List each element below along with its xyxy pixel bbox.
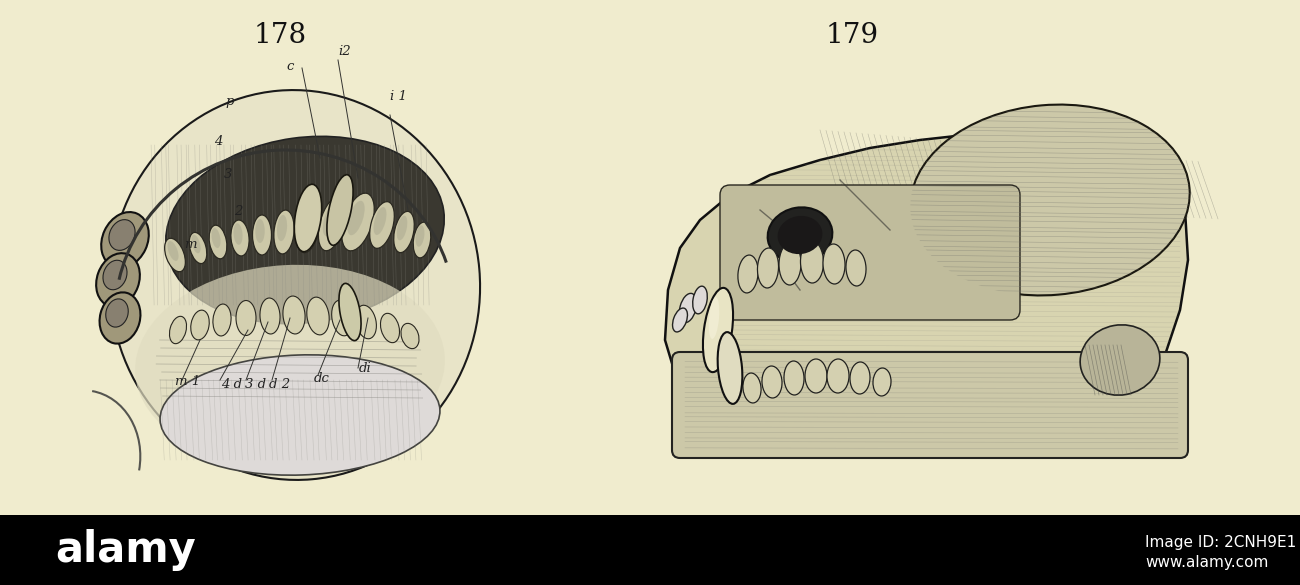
Ellipse shape (255, 219, 265, 243)
Ellipse shape (212, 228, 221, 248)
Polygon shape (666, 128, 1188, 455)
Ellipse shape (191, 310, 209, 340)
Text: 178: 178 (254, 22, 307, 49)
Ellipse shape (135, 265, 445, 465)
Ellipse shape (381, 314, 399, 343)
Ellipse shape (742, 373, 760, 403)
Ellipse shape (369, 202, 394, 249)
Ellipse shape (231, 220, 250, 256)
Ellipse shape (827, 359, 849, 393)
Text: i2: i2 (339, 45, 351, 58)
Ellipse shape (166, 136, 445, 324)
Text: alamy: alamy (55, 529, 196, 571)
Ellipse shape (213, 304, 231, 336)
Ellipse shape (823, 244, 845, 284)
Ellipse shape (318, 197, 346, 251)
Ellipse shape (416, 225, 425, 247)
Text: m: m (183, 238, 196, 251)
Ellipse shape (96, 253, 140, 307)
Ellipse shape (105, 299, 129, 327)
Ellipse shape (805, 359, 827, 393)
Ellipse shape (160, 355, 439, 475)
Ellipse shape (680, 293, 697, 323)
Text: i 1: i 1 (390, 90, 407, 103)
Text: 4: 4 (213, 135, 222, 148)
Bar (0, 515, 1300, 585)
Ellipse shape (373, 207, 386, 235)
Ellipse shape (703, 288, 733, 372)
Ellipse shape (322, 204, 337, 236)
Ellipse shape (165, 238, 186, 271)
Ellipse shape (874, 368, 890, 396)
Ellipse shape (718, 332, 742, 404)
Ellipse shape (708, 297, 719, 339)
Text: 2: 2 (234, 205, 242, 218)
Text: 179: 179 (826, 22, 879, 49)
Ellipse shape (342, 193, 374, 251)
Ellipse shape (277, 215, 287, 241)
Text: Image ID: 2CNH9E1: Image ID: 2CNH9E1 (1145, 535, 1296, 550)
Text: www.alamy.com: www.alamy.com (1145, 555, 1269, 570)
Text: 3: 3 (224, 168, 233, 181)
Ellipse shape (260, 298, 280, 334)
Ellipse shape (252, 215, 272, 255)
Ellipse shape (850, 362, 870, 394)
Ellipse shape (801, 241, 823, 283)
Text: 3 d: 3 d (246, 378, 266, 391)
Ellipse shape (784, 361, 803, 395)
Ellipse shape (209, 225, 228, 259)
Ellipse shape (111, 90, 480, 480)
Ellipse shape (339, 283, 361, 340)
Ellipse shape (294, 184, 321, 252)
Ellipse shape (762, 366, 783, 398)
FancyBboxPatch shape (672, 352, 1188, 458)
Text: p: p (226, 95, 234, 108)
Ellipse shape (846, 250, 866, 286)
Ellipse shape (347, 201, 365, 235)
Text: c: c (286, 60, 294, 73)
Ellipse shape (307, 297, 329, 335)
Ellipse shape (191, 235, 200, 253)
Ellipse shape (332, 300, 352, 336)
Ellipse shape (190, 232, 207, 264)
Ellipse shape (767, 207, 832, 263)
Ellipse shape (234, 223, 243, 245)
Text: 4 d: 4 d (221, 378, 243, 391)
Ellipse shape (910, 105, 1190, 295)
Ellipse shape (1080, 325, 1160, 395)
Ellipse shape (101, 212, 148, 268)
Text: di: di (359, 362, 372, 375)
FancyBboxPatch shape (720, 185, 1020, 320)
Text: m 1: m 1 (176, 375, 200, 388)
Ellipse shape (103, 260, 127, 290)
Ellipse shape (413, 222, 430, 258)
Ellipse shape (237, 301, 256, 336)
Ellipse shape (396, 216, 407, 240)
Text: d 2: d 2 (269, 378, 291, 391)
Ellipse shape (100, 292, 140, 343)
Ellipse shape (169, 316, 186, 343)
Ellipse shape (300, 209, 312, 239)
Ellipse shape (326, 175, 354, 245)
Ellipse shape (758, 248, 779, 288)
Ellipse shape (400, 324, 419, 349)
Ellipse shape (779, 243, 801, 285)
Ellipse shape (168, 241, 178, 261)
Ellipse shape (672, 308, 688, 332)
Ellipse shape (283, 296, 305, 334)
Ellipse shape (356, 305, 377, 339)
Ellipse shape (777, 216, 823, 254)
Ellipse shape (693, 286, 707, 314)
Ellipse shape (738, 255, 758, 293)
Ellipse shape (394, 211, 415, 253)
Ellipse shape (296, 204, 320, 253)
Text: dc: dc (315, 372, 330, 385)
Ellipse shape (109, 219, 135, 250)
Ellipse shape (274, 210, 294, 254)
